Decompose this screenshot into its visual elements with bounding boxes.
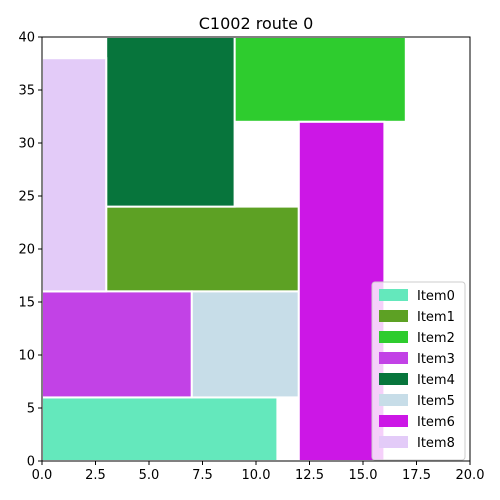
y-tick-label: 40 <box>18 31 35 46</box>
legend-label: Item2 <box>417 331 455 346</box>
rect-item0 <box>42 397 277 461</box>
legend-swatch <box>379 310 408 322</box>
rect-item1 <box>106 207 299 292</box>
rect-item3 <box>42 291 192 397</box>
y-tick-label: 15 <box>18 296 35 311</box>
x-tick-label: 17.5 <box>402 468 431 483</box>
x-tick-label: 7.5 <box>192 468 213 483</box>
rect-item4 <box>106 37 234 207</box>
rect-item2 <box>235 37 406 122</box>
y-tick-label: 25 <box>18 190 35 205</box>
x-tick-label: 20.0 <box>456 468 485 483</box>
legend-label: Item3 <box>417 352 455 367</box>
item-rectangles <box>42 37 406 461</box>
legend-swatch <box>379 289 408 301</box>
x-tick-label: 12.5 <box>295 468 324 483</box>
legend-label: Item5 <box>417 394 455 409</box>
legend-swatch <box>379 415 408 427</box>
legend-label: Item6 <box>417 415 455 430</box>
x-tick-label: 0.0 <box>32 468 53 483</box>
x-axis: 0.0 2.5 5.0 7.5 10.0 12.5 15.0 17.5 20.0 <box>32 461 485 483</box>
x-tick-label: 15.0 <box>349 468 378 483</box>
y-axis: 0 5 10 15 20 25 30 35 40 <box>18 31 42 470</box>
y-tick-label: 30 <box>18 137 35 152</box>
y-tick-label: 10 <box>18 349 35 364</box>
legend-box <box>372 282 465 460</box>
legend-label: Item0 <box>417 289 455 304</box>
legend-label: Item4 <box>417 373 455 388</box>
x-tick-label: 5.0 <box>139 468 160 483</box>
legend-label: Item8 <box>417 436 455 451</box>
legend-label: Item1 <box>417 310 455 325</box>
legend-swatch <box>379 331 408 343</box>
y-tick-label: 5 <box>27 402 35 417</box>
legend: Item0 Item1 Item2 Item3 Item4 Item5 Item6 Item8 <box>372 282 465 460</box>
legend-swatch <box>379 373 408 385</box>
rect-item5 <box>192 291 299 397</box>
legend-swatch <box>379 394 408 406</box>
y-tick-label: 35 <box>18 84 35 99</box>
x-tick-label: 10.0 <box>242 468 271 483</box>
legend-swatch <box>379 436 408 448</box>
x-tick-label: 2.5 <box>85 468 106 483</box>
chart-title: C1002 route 0 <box>199 14 314 33</box>
rect-item8 <box>42 58 106 291</box>
y-tick-label: 0 <box>27 455 35 470</box>
legend-swatch <box>379 352 408 364</box>
y-tick-label: 20 <box>18 243 35 258</box>
